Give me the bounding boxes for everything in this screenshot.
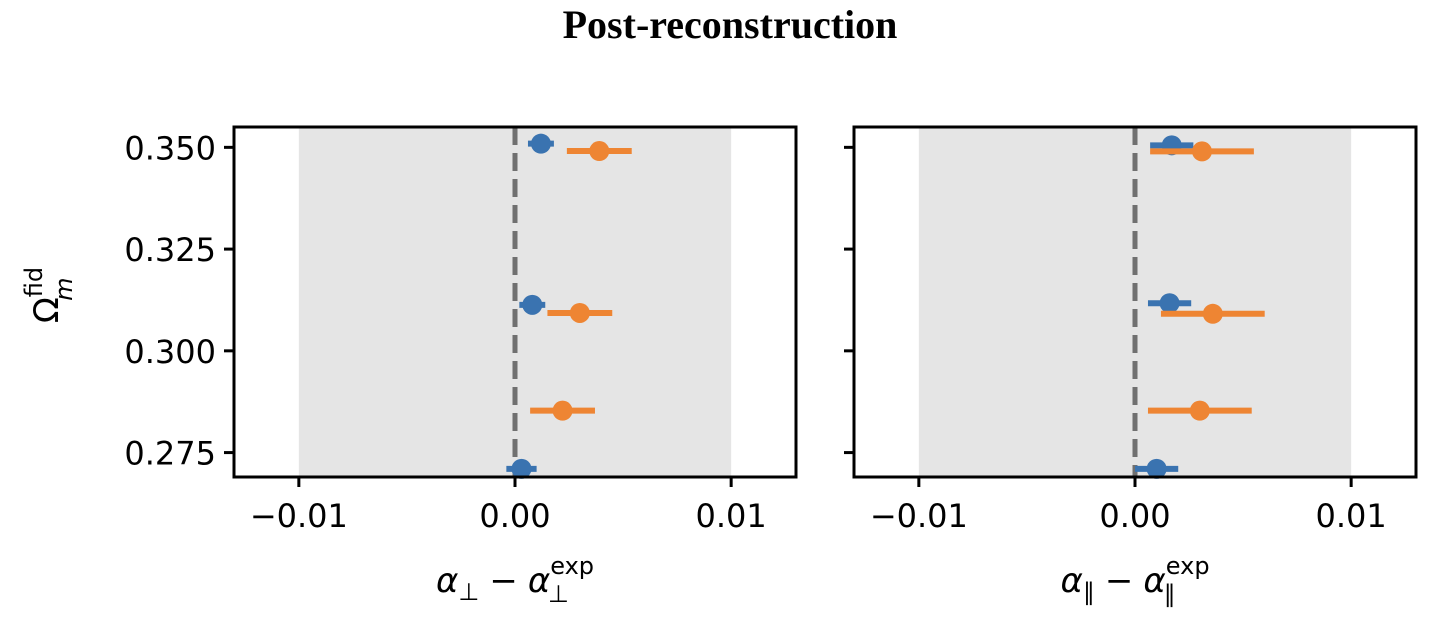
y-tick-label: 0.325 bbox=[124, 231, 216, 269]
x-axis-label: α∥ − αexp ∥ bbox=[1060, 552, 1209, 608]
data-point bbox=[589, 141, 610, 162]
x-tick-label: 0.01 bbox=[1316, 497, 1387, 535]
x-tick-label: −0.01 bbox=[250, 497, 348, 535]
x-tick-label: 0.00 bbox=[479, 497, 550, 535]
panel-alpha-parallel: −0.01 0.00 0.01 α∥ − αexp ∥ bbox=[844, 125, 1418, 608]
data-point bbox=[1192, 141, 1213, 162]
data-point bbox=[530, 133, 551, 154]
chart-title: Post-reconstruction bbox=[563, 2, 898, 47]
panel-alpha-perp: −0.01 0.00 0.01 0.275 0.300 0.325 0.350 α⊥ − αexp… bbox=[124, 125, 798, 608]
y-axis-label: Ωfidm bbox=[20, 267, 78, 323]
x-tick-label: 0.01 bbox=[696, 497, 767, 535]
data-point bbox=[552, 400, 573, 421]
data-point bbox=[1189, 400, 1210, 421]
data-point bbox=[522, 294, 543, 315]
y-tick-label: 0.275 bbox=[124, 435, 216, 473]
x-tick-label: −0.01 bbox=[870, 497, 968, 535]
data-point bbox=[1146, 458, 1167, 479]
y-tick-label: 0.300 bbox=[124, 333, 216, 371]
y-tick-label: 0.350 bbox=[124, 129, 216, 167]
data-point bbox=[1202, 303, 1223, 324]
data-point bbox=[511, 458, 532, 479]
data-point bbox=[1159, 293, 1180, 314]
data-point bbox=[569, 302, 590, 323]
x-tick-label: 0.00 bbox=[1099, 497, 1170, 535]
x-axis-label: α⊥ − αexp ⊥ bbox=[436, 552, 594, 608]
